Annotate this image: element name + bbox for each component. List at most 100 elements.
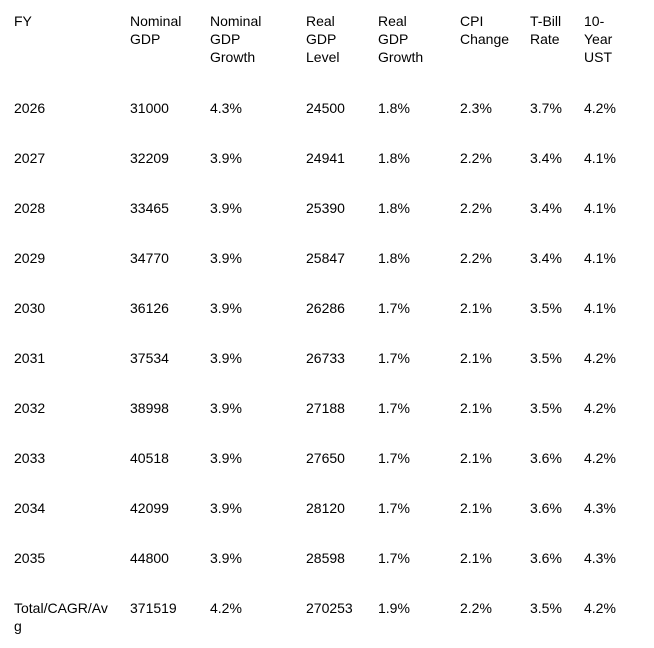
table-row: 2034 42099 3.9% 28120 1.7% 2.1% 3.6% 4.3… <box>14 499 654 549</box>
table-cell: 3.4% <box>530 150 562 166</box>
table-cell: 38998 <box>130 400 169 416</box>
table-cell: 4.2% <box>584 450 616 466</box>
table-header-row: FY Nominal GDP Nominal GDP Growth Real G… <box>14 0 654 99</box>
table-cell: 31000 <box>130 100 169 116</box>
table-cell: 1.8% <box>378 250 410 266</box>
table-row: 2031 37534 3.9% 26733 1.7% 2.1% 3.5% 4.2… <box>14 349 654 399</box>
table-cell: 26286 <box>306 300 345 316</box>
table-cell: 26733 <box>306 350 345 366</box>
table-cell: 28598 <box>306 550 345 566</box>
table-cell: 2.2% <box>460 150 492 166</box>
table-cell: 4.3% <box>584 550 616 566</box>
table-cell: 1.9% <box>378 600 410 616</box>
table-cell: 33465 <box>130 200 169 216</box>
table-cell: 2027 <box>14 150 46 166</box>
table-cell: 4.2% <box>584 100 616 116</box>
table-cell: 3.9% <box>210 300 242 316</box>
table-cell: Total/CAGR/Avg <box>14 600 108 634</box>
table-row: 2028 33465 3.9% 25390 1.8% 2.2% 3.4% 4.1… <box>14 199 654 249</box>
table-cell: 28120 <box>306 500 345 516</box>
table-cell: 1.7% <box>378 300 410 316</box>
table-row: 2026 31000 4.3% 24500 1.8% 2.3% 3.7% 4.2… <box>14 99 654 149</box>
table-cell: 2.3% <box>460 100 492 116</box>
table-row: 2029 34770 3.9% 25847 1.8% 2.2% 3.4% 4.1… <box>14 249 654 299</box>
column-header-nominal-gdp-growth: Nominal GDP Growth <box>210 13 262 65</box>
table-cell: 4.2% <box>584 600 616 616</box>
table-cell: 2.1% <box>460 500 492 516</box>
column-header-10-year-ust: 10-Year UST <box>584 13 613 65</box>
table-cell: 3.6% <box>530 450 562 466</box>
column-header-real-gdp-level: Real GDP Level <box>306 13 340 65</box>
table-cell: 1.8% <box>378 100 410 116</box>
table-cell: 27650 <box>306 450 345 466</box>
table-cell: 2.1% <box>460 450 492 466</box>
table-cell: 44800 <box>130 550 169 566</box>
table-cell: 4.1% <box>584 250 616 266</box>
table-cell: 4.3% <box>584 500 616 516</box>
table-cell: 25390 <box>306 200 345 216</box>
table-cell: 4.1% <box>584 300 616 316</box>
table-cell: 25847 <box>306 250 345 266</box>
table-cell: 4.1% <box>584 150 616 166</box>
table-cell: 24941 <box>306 150 345 166</box>
table-cell: 4.3% <box>210 100 242 116</box>
table-row-total: Total/CAGR/Avg 371519 4.2% 270253 1.9% 2… <box>14 599 654 648</box>
table-cell: 270253 <box>306 600 353 616</box>
table-cell: 3.6% <box>530 500 562 516</box>
table-cell: 3.9% <box>210 400 242 416</box>
table-cell: 2032 <box>14 400 46 416</box>
table-cell: 1.7% <box>378 350 410 366</box>
table-cell: 3.9% <box>210 250 242 266</box>
table-cell: 1.7% <box>378 550 410 566</box>
table-row: 2035 44800 3.9% 28598 1.7% 2.1% 3.6% 4.3… <box>14 549 654 599</box>
table-cell: 3.9% <box>210 500 242 516</box>
table-cell: 2033 <box>14 450 46 466</box>
table-cell: 3.9% <box>210 450 242 466</box>
table-cell: 27188 <box>306 400 345 416</box>
table-cell: 4.1% <box>584 200 616 216</box>
table-cell: 2.1% <box>460 400 492 416</box>
table-row: 2033 40518 3.9% 27650 1.7% 2.1% 3.6% 4.2… <box>14 449 654 499</box>
table-cell: 3.9% <box>210 150 242 166</box>
table-cell: 3.5% <box>530 600 562 616</box>
table-cell: 2035 <box>14 550 46 566</box>
table-cell: 34770 <box>130 250 169 266</box>
table-header: FY Nominal GDP Nominal GDP Growth Real G… <box>14 0 654 99</box>
table-cell: 1.7% <box>378 400 410 416</box>
table-cell: 2.1% <box>460 550 492 566</box>
table-cell: 1.7% <box>378 450 410 466</box>
table-cell: 2.2% <box>460 250 492 266</box>
table-row: 2030 36126 3.9% 26286 1.7% 2.1% 3.5% 4.1… <box>14 299 654 349</box>
table-cell: 3.6% <box>530 550 562 566</box>
table-cell: 3.5% <box>530 400 562 416</box>
table-cell: 32209 <box>130 150 169 166</box>
column-header-cpi-change: CPI Change <box>460 13 510 47</box>
table-cell: 2.2% <box>460 200 492 216</box>
table-body: 2026 31000 4.3% 24500 1.8% 2.3% 3.7% 4.2… <box>14 99 654 648</box>
table-cell: 2.1% <box>460 300 492 316</box>
table-cell: 2.1% <box>460 350 492 366</box>
table-cell: 37534 <box>130 350 169 366</box>
table-cell: 3.5% <box>530 300 562 316</box>
table-cell: 4.2% <box>210 600 242 616</box>
column-header-tbill-rate: T-Bill Rate <box>530 13 562 47</box>
table-cell: 42099 <box>130 500 169 516</box>
table-cell: 3.4% <box>530 200 562 216</box>
table-cell: 4.2% <box>584 350 616 366</box>
table-cell: 2.2% <box>460 600 492 616</box>
table-cell: 3.4% <box>530 250 562 266</box>
table-cell: 1.8% <box>378 150 410 166</box>
table-cell: 2028 <box>14 200 46 216</box>
table-cell: 3.9% <box>210 200 242 216</box>
table-cell: 2029 <box>14 250 46 266</box>
column-header-nominal-gdp: Nominal GDP <box>130 13 182 47</box>
table-cell: 371519 <box>130 600 177 616</box>
table-row: 2027 32209 3.9% 24941 1.8% 2.2% 3.4% 4.1… <box>14 149 654 199</box>
table-cell: 36126 <box>130 300 169 316</box>
table-row: 2032 38998 3.9% 27188 1.7% 2.1% 3.5% 4.2… <box>14 399 654 449</box>
column-header-real-gdp-growth: Real GDP Growth <box>378 13 424 65</box>
table-cell: 3.7% <box>530 100 562 116</box>
table-cell: 3.9% <box>210 550 242 566</box>
table-cell: 2026 <box>14 100 46 116</box>
table-cell: 1.7% <box>378 500 410 516</box>
